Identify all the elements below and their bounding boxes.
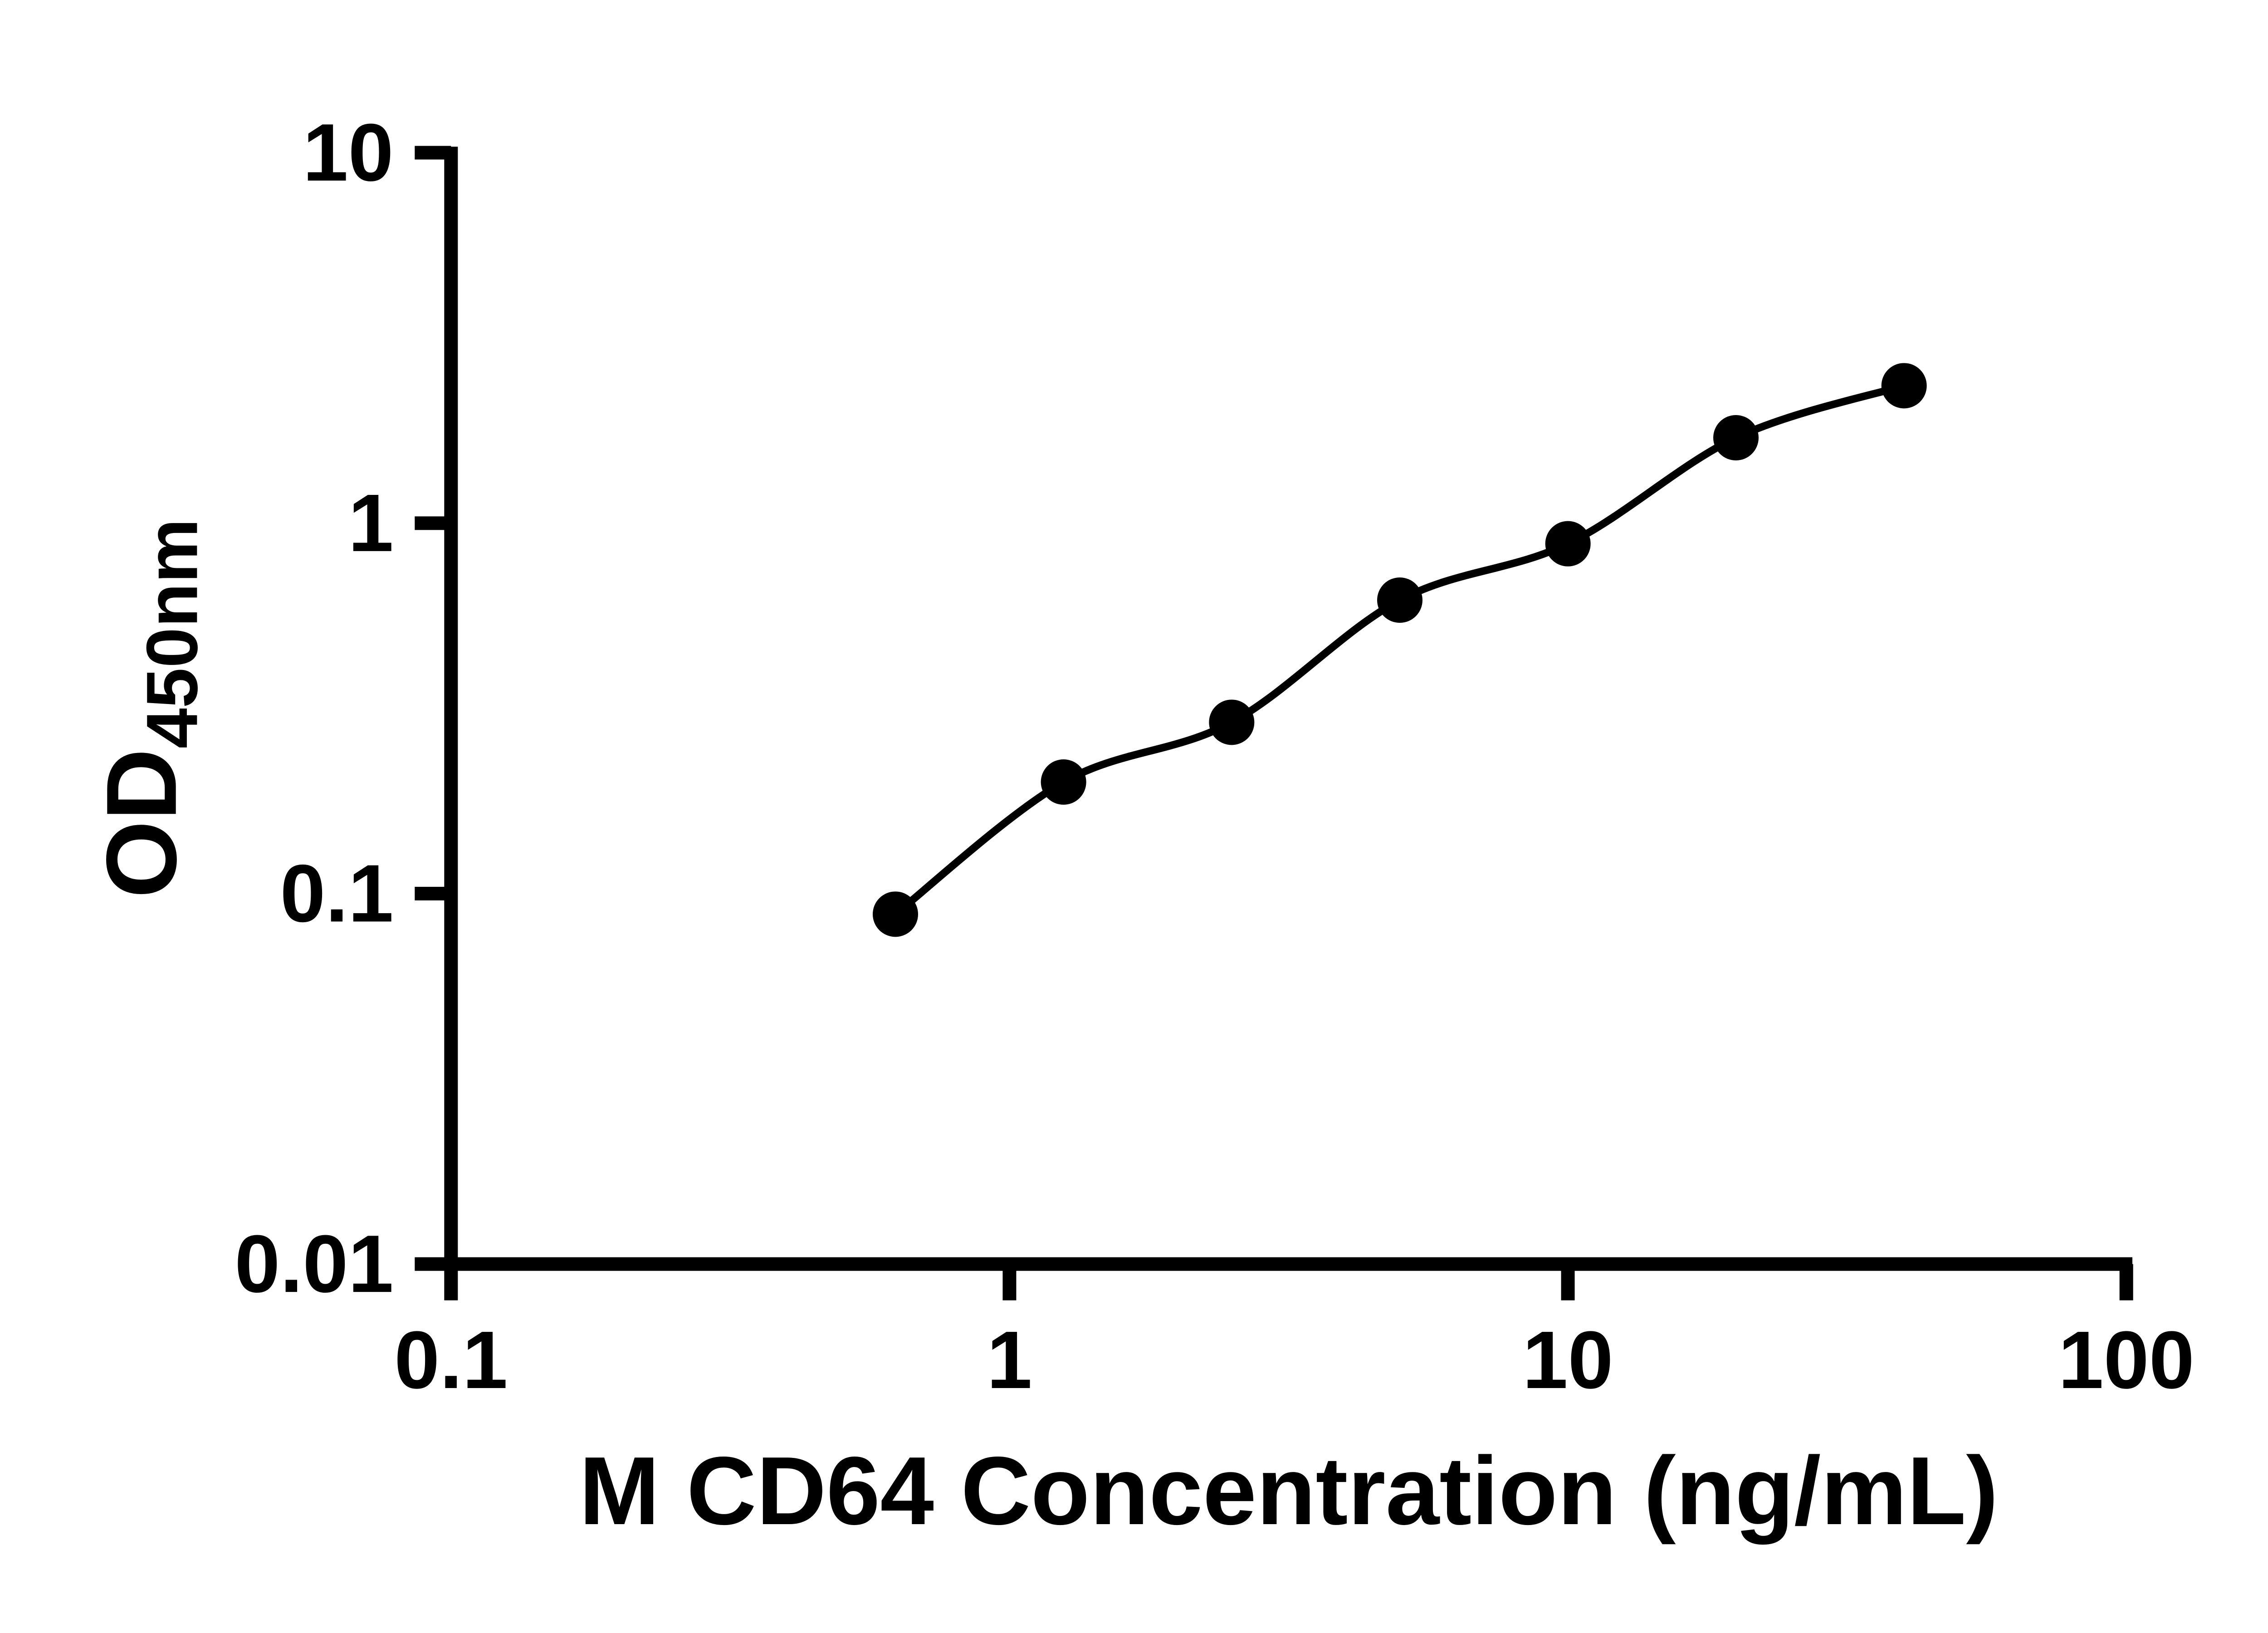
data-point xyxy=(1209,699,1255,745)
x-tick-label: 0.1 xyxy=(394,1315,508,1406)
data-point xyxy=(1881,363,1927,409)
x-tick-label: 1 xyxy=(987,1315,1032,1406)
data-point xyxy=(1041,759,1086,805)
x-tick-label: 100 xyxy=(2058,1315,2195,1406)
data-point xyxy=(873,891,919,937)
y-axis-title: OD450nm xyxy=(86,518,213,898)
data-point xyxy=(1377,577,1422,623)
fit-curve xyxy=(893,382,1906,917)
y-tick-label: 0.01 xyxy=(235,1218,393,1310)
data-point xyxy=(1545,521,1591,567)
axes-frame xyxy=(444,147,2132,1271)
y-tick-label: 10 xyxy=(303,107,393,198)
x-axis-title: M CD64 Concentration (ng/mL) xyxy=(579,1437,1999,1545)
data-point xyxy=(1713,415,1759,460)
x-tick-label: 10 xyxy=(1522,1315,1613,1406)
y-tick-label: 0.1 xyxy=(280,848,393,939)
y-tick-label: 1 xyxy=(348,478,394,569)
